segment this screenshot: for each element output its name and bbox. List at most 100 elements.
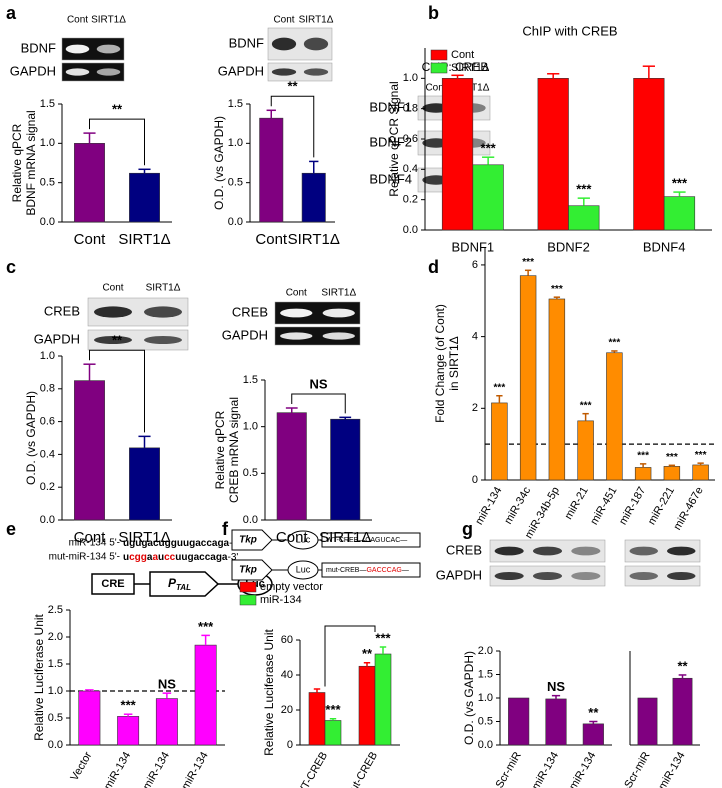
y-tick-label: 0.4 [40,448,55,460]
x-tick-label: Scr-miR [494,750,524,788]
y-tick-label: 2.0 [48,631,63,643]
y-axis-label: Relative Luciferase Unit [262,628,276,755]
legend-label: SIRT1Δ [451,62,490,74]
bar [259,117,284,223]
error-bar [83,363,96,381]
blot-band [532,572,563,580]
y-tick-label: 0.2 [403,194,418,206]
error-bar [329,718,337,721]
y-tick-label: 0.5 [478,715,493,727]
y-tick-label: 0.4 [403,163,418,175]
bar [519,275,537,481]
y-tick-label: 0 [287,739,293,751]
construct-reporter-label: Luc [296,534,311,544]
x-tick-label: SIRT1Δ [118,529,170,546]
blot-band [65,44,90,54]
chart-title: ChIP with CREB [522,23,617,38]
blot-band [94,336,132,344]
sequence-segment: ugugacugguugaccaga [123,538,230,549]
promoter-subscript: TAL [176,583,191,592]
y-tick-label: 40 [281,669,293,681]
blot-band [494,572,524,580]
blot-row-label: CREB [446,542,482,557]
construct-reporter [287,560,319,580]
sequence-segment: a [152,552,158,563]
error-bar [673,191,686,197]
y-axis-label: O.D. (vs GAPDH) [462,651,476,745]
blot-row-label: BDNF4 [369,171,412,186]
error-bar [697,462,704,465]
bar [537,78,569,231]
sequence-segment: a [147,552,153,563]
bar [692,464,709,481]
bar [577,420,594,481]
significance-label: *** [580,400,592,411]
error-bar [639,463,647,468]
panel-letter: g [462,519,473,539]
blot-row [274,301,361,325]
y-tick-label: 1.5 [48,658,63,670]
construct-promoter-label: PTAL [168,576,191,592]
panel-letter: a [6,3,17,23]
sequence-name: miR-134 5'- [69,538,120,549]
error-bar [266,109,276,119]
blot-column-label: Cont [67,15,88,26]
bar [472,164,504,231]
y-tick-label: 1.0 [228,137,243,149]
error-bar [642,65,655,79]
blot-row-label: GAPDH [218,63,264,78]
significance-label: *** [481,141,497,156]
blot-row-label: BDNF1 [369,99,412,114]
x-tick-label: miR-134 [102,750,133,788]
error-bar [524,269,532,276]
error-bar [668,464,676,467]
significance-bracket [270,95,315,158]
bar [568,205,600,231]
y-axis-label: O.D. (vs GAPDH) [212,116,226,210]
y-tick-label: 0.0 [40,514,55,526]
bar [194,644,217,746]
blot-row [274,326,361,346]
significance-label: *** [522,257,534,268]
y-axis-label: Fold Change (of Cont) [433,304,447,423]
significance-label: ** [287,79,298,94]
insert-segment: — [402,567,409,574]
significance-label: *** [494,382,506,393]
error-bar [363,662,371,667]
error-bar [138,168,151,174]
significance-label: *** [695,450,707,461]
y-tick-label: 1.0 [40,350,55,362]
x-tick-label: BDNF1 [452,239,495,254]
sequence-segment: u [123,552,129,563]
error-bar [83,132,96,144]
blot-band [280,332,313,340]
blot-row-label: BDNF2 [369,134,412,149]
blot-band [667,546,696,556]
x-tick-label: LNA-miR-134 [167,750,211,788]
y-tick-label: 0.8 [40,383,55,395]
significance-label: NS [547,679,565,694]
y-tick-label: 0.0 [40,216,55,228]
y-tick-label: 0.5 [48,712,63,724]
blot-band [96,68,121,76]
blot-row [61,62,125,82]
x-tick-label: mut-miR-134 [130,750,172,788]
significance-label: ** [677,658,688,673]
bar [634,467,652,481]
significance-label: *** [551,284,563,295]
blot-band [280,308,313,318]
x-tick-label: mut-miR-134 [519,750,561,788]
error-bar [339,416,352,420]
x-tick-label: Cont [255,231,288,248]
blot-row-label: CREB [44,303,80,318]
construct-promoter [231,559,273,581]
y-axis-label: Relative Luciferase Unit [32,613,46,740]
bar [545,698,567,746]
insert-segment: mut-CREB— [326,567,366,574]
y-axis-label: BDNF mRNA signal [24,110,38,215]
construct-promoter [149,571,220,597]
y-tick-label: 2.5 [48,604,63,616]
y-axis-label: Relative qPCR [10,123,24,202]
y-tick-label: 4 [472,331,478,343]
error-bar [589,720,598,724]
